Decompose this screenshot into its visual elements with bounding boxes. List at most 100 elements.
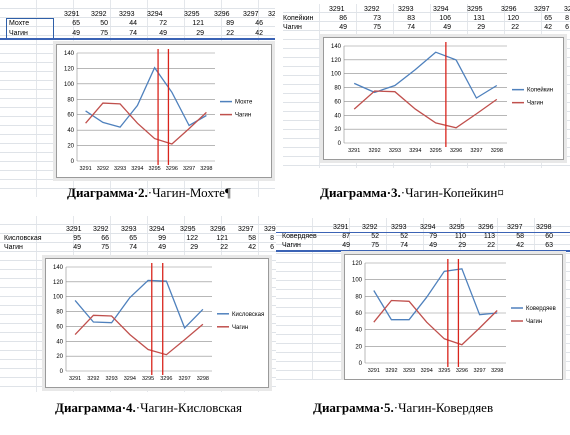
header-cell: 3297 <box>507 224 523 231</box>
table-cell: 58 <box>516 233 524 240</box>
caption-diagram-5: Диаграмма·5.·Чагин-Ковердяев <box>313 400 493 415</box>
caption-prefix: Диаграмма·5. <box>313 400 394 415</box>
header-cell: 3293 <box>119 11 135 18</box>
table-row: Чагин 49 75 74 49 29 22 42 <box>0 29 275 38</box>
header-cell: 3294 <box>433 6 449 13</box>
table-cell: 60 <box>545 233 553 240</box>
y-tick-label: 20 <box>334 127 341 133</box>
y-tick-label: 120 <box>331 58 342 64</box>
line-chart-kislovskaya[interactable]: 0 20 40 60 80 100 120 140 3291 3292 3293 3294 3295 32… <box>45 258 269 388</box>
table-cell: 50 <box>100 20 108 27</box>
header-cell: 3292 <box>362 224 378 231</box>
x-tick-label: 3296 <box>456 368 468 374</box>
series-line <box>373 268 498 321</box>
spreadsheet-panel-koverdyaev: 3291 3292 3293 3294 3295 3296 3297 3298 … <box>276 218 570 380</box>
table-cell: 49 <box>158 244 166 251</box>
y-tick-label: 100 <box>352 278 363 284</box>
table-cell: 99 <box>158 235 166 242</box>
x-tick-label: 3293 <box>106 376 118 382</box>
x-tick-label: 3298 <box>491 148 503 154</box>
y-tick-label: 60 <box>355 311 362 317</box>
x-tick-label: 3295 <box>142 376 154 382</box>
y-tick-label: 80 <box>334 86 341 92</box>
table-cell: 110 <box>454 233 466 240</box>
legend-label: Кисловская <box>232 312 264 318</box>
table-cell: 75 <box>371 242 379 249</box>
header-cell: 3296 <box>214 11 230 18</box>
table-cell: 74 <box>129 244 137 251</box>
header-cell: 329 <box>264 226 276 233</box>
table-cell: 22 <box>226 30 234 37</box>
table-cell: 74 <box>129 30 137 37</box>
header-cell: 3295 <box>184 11 200 18</box>
header-cell: 3295 <box>467 6 483 13</box>
table-row: Чагин 49 75 74 49 29 22 42 6 <box>0 243 276 252</box>
column-headers: 3291 3292 3293 3294 3295 3296 3297 329 <box>0 225 276 234</box>
table-cell: 42 <box>255 30 263 37</box>
x-tick-label: 3298 <box>491 368 503 374</box>
x-tick-label: 3297 <box>179 376 191 382</box>
series-line <box>74 279 204 330</box>
header-cell: 3293 <box>391 224 407 231</box>
y-tick-label: 120 <box>53 280 64 286</box>
table-cell: 49 <box>342 242 350 249</box>
y-tick-label: 140 <box>53 265 64 271</box>
y-tick-label: 40 <box>67 128 74 134</box>
column-headers: 3291 3292 3293 3294 3295 3296 3297 3298 <box>0 10 275 19</box>
row-label: Чагин <box>4 244 23 251</box>
caption-text: ·Чагин-Мохте¶ <box>147 185 231 200</box>
line-chart-koverdyaev[interactable]: 0 20 40 60 80 100 120 3291 3292 3293 3294 3295 3296 3… <box>344 254 563 380</box>
table-cell: 75 <box>100 30 108 37</box>
series-line <box>85 66 207 128</box>
legend-label: Чагин <box>526 319 542 325</box>
line-chart-mokhte[interactable]: 0 20 40 60 80 100 120 140 3291 3292 3293 3294 3295 32… <box>56 44 272 178</box>
x-tick-label: 3297 <box>183 166 195 172</box>
series-line <box>74 314 204 356</box>
y-tick-label: 20 <box>67 144 74 150</box>
chart-svg: 0 20 40 60 80 100 120 140 3291 3292 3293 3294 3295 32… <box>331 42 553 154</box>
table-cell: 74 <box>400 242 408 249</box>
y-tick-label: 100 <box>53 295 64 301</box>
x-tick-label: 3292 <box>97 166 109 172</box>
series-line <box>373 299 498 346</box>
caption-prefix: Диаграмма·3. <box>320 185 401 200</box>
line-chart-kopeykin[interactable]: 0 20 40 60 80 100 120 140 3291 3292 3293 3294 3295 32… <box>323 37 564 160</box>
header-cell: 3294 <box>147 11 163 18</box>
table-cell: 42 <box>516 242 524 249</box>
table-row: Копейкин 86 73 83 106 131 120 65 8 <box>283 14 570 23</box>
caption-text: ·Чагин-Кисловская <box>135 400 242 415</box>
table-cell: 121 <box>216 235 228 242</box>
header-cell: 3296 <box>210 226 226 233</box>
table-cell: 65 <box>129 235 137 242</box>
header-cell: 3291 <box>66 226 82 233</box>
table-cell: 86 <box>339 15 347 22</box>
y-tick-label: 100 <box>64 82 75 88</box>
legend-label: Ковердяев <box>526 306 556 312</box>
x-tick-label: 3293 <box>389 148 401 154</box>
column-headers: 3291 3292 3293 3294 3295 3296 3297 3298 <box>276 223 570 232</box>
x-tick-label: 3298 <box>200 166 212 172</box>
x-tick-label: 3295 <box>438 368 450 374</box>
table-cell: 83 <box>407 15 415 22</box>
y-tick-label: 140 <box>331 44 342 50</box>
x-tick-label: 3292 <box>368 148 380 154</box>
spreadsheet-panel-kopeykin: 3291 3292 3293 3294 3295 3296 3297 3298 … <box>283 4 570 168</box>
caption-diagram-4: Диаграмма·4.·Чагин-Кисловская <box>55 400 242 415</box>
table-cell: 89 <box>226 20 234 27</box>
table-cell: 75 <box>373 24 381 31</box>
y-tick-label: 20 <box>355 344 362 350</box>
table-cell: 29 <box>190 244 198 251</box>
legend-label: Копейкин <box>527 87 553 94</box>
table-cell: 49 <box>443 24 451 31</box>
y-tick-label: 60 <box>56 324 63 330</box>
caption-diagram-2: Диаграмма·2.·Чагин-Мохте¶ <box>67 185 231 200</box>
x-tick-label: 3295 <box>430 148 442 154</box>
table-cell: 49 <box>73 244 81 251</box>
row-label: Мохте <box>9 20 30 27</box>
header-cell: 3297 <box>243 11 259 18</box>
table-cell: 29 <box>458 242 466 249</box>
table-cell: 65 <box>544 15 552 22</box>
header-cell: 3298 <box>268 11 275 18</box>
x-tick-label: 3297 <box>473 368 485 374</box>
table-cell: 29 <box>477 24 485 31</box>
